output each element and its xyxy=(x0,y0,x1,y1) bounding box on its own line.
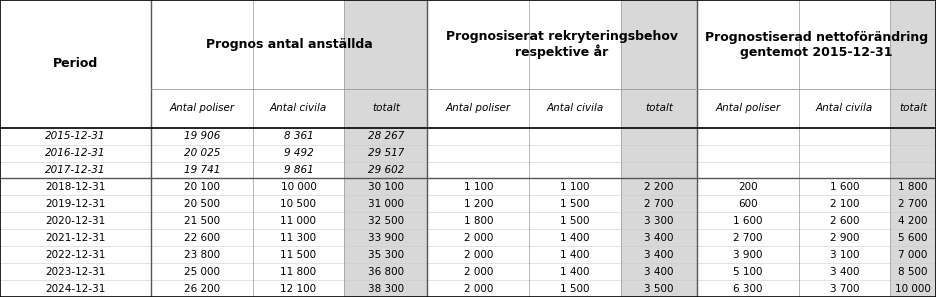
Text: 2020-12-31: 2020-12-31 xyxy=(45,216,106,226)
Text: 1 400: 1 400 xyxy=(561,250,590,260)
Text: 3 500: 3 500 xyxy=(644,284,674,293)
Text: Antal poliser: Antal poliser xyxy=(446,103,511,113)
Text: Prognos antal anställda: Prognos antal anställda xyxy=(206,38,373,51)
Text: 38 300: 38 300 xyxy=(368,284,404,293)
Text: 1 600: 1 600 xyxy=(829,182,859,192)
Text: 11 300: 11 300 xyxy=(281,233,316,243)
Text: 200: 200 xyxy=(738,182,757,192)
Text: Antal poliser: Antal poliser xyxy=(169,103,234,113)
Text: 19 741: 19 741 xyxy=(183,165,220,175)
Text: 28 267: 28 267 xyxy=(368,131,404,141)
Text: 5 600: 5 600 xyxy=(899,233,928,243)
Text: 2 900: 2 900 xyxy=(829,233,859,243)
Text: 2 100: 2 100 xyxy=(829,199,859,209)
Text: 21 500: 21 500 xyxy=(183,216,220,226)
Bar xyxy=(890,0,936,297)
Text: 1 500: 1 500 xyxy=(561,216,590,226)
Text: 19 906: 19 906 xyxy=(183,131,220,141)
Text: 26 200: 26 200 xyxy=(183,284,220,293)
Text: 3 400: 3 400 xyxy=(644,267,674,277)
Text: 2 000: 2 000 xyxy=(463,250,493,260)
Text: 2 700: 2 700 xyxy=(644,199,674,209)
Text: 1 100: 1 100 xyxy=(463,182,493,192)
Text: 2 000: 2 000 xyxy=(463,233,493,243)
Text: 9 861: 9 861 xyxy=(284,165,314,175)
Text: 10 500: 10 500 xyxy=(281,199,316,209)
Text: 10 000: 10 000 xyxy=(895,284,931,293)
Text: 1 800: 1 800 xyxy=(899,182,928,192)
Text: totalt: totalt xyxy=(645,103,673,113)
Text: 11 800: 11 800 xyxy=(281,267,316,277)
Text: 2019-12-31: 2019-12-31 xyxy=(45,199,106,209)
Text: 2022-12-31: 2022-12-31 xyxy=(45,250,106,260)
Text: 30 100: 30 100 xyxy=(368,182,403,192)
Text: 1 400: 1 400 xyxy=(561,267,590,277)
Text: 1 100: 1 100 xyxy=(561,182,590,192)
Text: 2 600: 2 600 xyxy=(829,216,859,226)
Text: Prognostiserad nettoförändring
gentemot 2015-12-31: Prognostiserad nettoförändring gentemot … xyxy=(705,31,928,59)
Text: 11 500: 11 500 xyxy=(281,250,316,260)
Text: 3 400: 3 400 xyxy=(829,267,859,277)
Text: 8 500: 8 500 xyxy=(899,267,928,277)
Text: 20 500: 20 500 xyxy=(183,199,220,209)
Text: 29 602: 29 602 xyxy=(368,165,404,175)
Text: 2 000: 2 000 xyxy=(463,284,493,293)
Text: 22 600: 22 600 xyxy=(183,233,220,243)
Text: 2017-12-31: 2017-12-31 xyxy=(45,165,106,175)
Text: 3 400: 3 400 xyxy=(644,250,674,260)
Text: 6 300: 6 300 xyxy=(733,284,763,293)
Text: 31 000: 31 000 xyxy=(368,199,403,209)
Text: 8 361: 8 361 xyxy=(284,131,314,141)
Text: 3 400: 3 400 xyxy=(644,233,674,243)
Text: 3 100: 3 100 xyxy=(829,250,859,260)
Text: Antal civila: Antal civila xyxy=(547,103,604,113)
Text: 3 700: 3 700 xyxy=(829,284,859,293)
Text: 23 800: 23 800 xyxy=(183,250,220,260)
Text: 2 000: 2 000 xyxy=(463,267,493,277)
Text: 2 700: 2 700 xyxy=(733,233,763,243)
Text: 20 025: 20 025 xyxy=(183,148,220,158)
Text: 2023-12-31: 2023-12-31 xyxy=(45,267,106,277)
Text: Antal civila: Antal civila xyxy=(270,103,327,113)
Text: 1 600: 1 600 xyxy=(733,216,763,226)
Text: 3 900: 3 900 xyxy=(733,250,763,260)
Text: 7 000: 7 000 xyxy=(899,250,928,260)
Text: 5 100: 5 100 xyxy=(733,267,763,277)
Text: 20 100: 20 100 xyxy=(183,182,220,192)
Text: 2016-12-31: 2016-12-31 xyxy=(45,148,106,158)
Text: 2015-12-31: 2015-12-31 xyxy=(45,131,106,141)
Text: totalt: totalt xyxy=(372,103,400,113)
Text: 12 100: 12 100 xyxy=(281,284,316,293)
Text: 11 000: 11 000 xyxy=(281,216,316,226)
Text: 25 000: 25 000 xyxy=(183,267,220,277)
Text: Antal civila: Antal civila xyxy=(816,103,873,113)
Text: 9 492: 9 492 xyxy=(284,148,314,158)
Text: 29 517: 29 517 xyxy=(368,148,404,158)
Text: 2021-12-31: 2021-12-31 xyxy=(45,233,106,243)
Text: 2 200: 2 200 xyxy=(644,182,674,192)
Text: totalt: totalt xyxy=(899,103,928,113)
Text: 36 800: 36 800 xyxy=(368,267,404,277)
Text: 4 200: 4 200 xyxy=(899,216,928,226)
Text: 2024-12-31: 2024-12-31 xyxy=(45,284,106,293)
Text: 600: 600 xyxy=(738,199,757,209)
Text: 2018-12-31: 2018-12-31 xyxy=(45,182,106,192)
Text: 10 000: 10 000 xyxy=(281,182,316,192)
Text: 3 300: 3 300 xyxy=(644,216,674,226)
Text: 1 400: 1 400 xyxy=(561,233,590,243)
Text: 35 300: 35 300 xyxy=(368,250,404,260)
Text: 1 200: 1 200 xyxy=(463,199,493,209)
Bar xyxy=(344,0,428,297)
Text: 1 500: 1 500 xyxy=(561,199,590,209)
Text: Prognosiserat rekryteringsbehov
respektive år: Prognosiserat rekryteringsbehov respekti… xyxy=(446,30,678,59)
Text: 2 700: 2 700 xyxy=(899,199,928,209)
Text: Period: Period xyxy=(52,57,98,70)
Bar xyxy=(621,0,696,297)
Text: Antal poliser: Antal poliser xyxy=(715,103,781,113)
Text: 32 500: 32 500 xyxy=(368,216,404,226)
Text: 1 800: 1 800 xyxy=(463,216,493,226)
Text: 1 500: 1 500 xyxy=(561,284,590,293)
Text: 33 900: 33 900 xyxy=(368,233,404,243)
